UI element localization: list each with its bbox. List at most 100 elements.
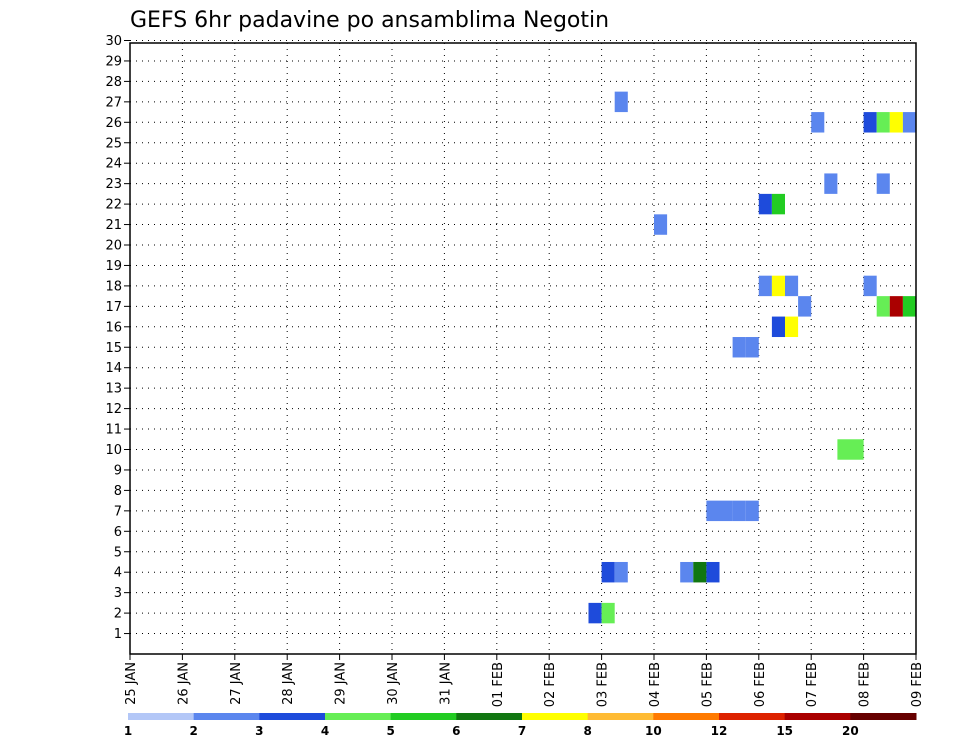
colorbar-segment [587, 713, 654, 720]
colorbar-segment [193, 713, 260, 720]
x-tick-label: 03 FEB [596, 662, 611, 707]
y-tick-label: 28 [105, 75, 122, 90]
colorbar-label: 15 [776, 724, 793, 738]
y-tick-label: 7 [114, 504, 122, 519]
y-tick-label: 20 [105, 239, 122, 254]
colorbar-label: 4 [321, 724, 329, 738]
y-tick-label: 27 [105, 95, 122, 110]
heatmap-cell [902, 296, 916, 317]
heatmap-cell [771, 316, 785, 338]
colorbar-label: 2 [189, 724, 197, 738]
colorbar-segment [390, 713, 457, 720]
y-tick-label: 17 [105, 300, 122, 315]
y-tick-label: 3 [114, 586, 122, 601]
heatmap-cell [745, 500, 759, 522]
x-axis: 25 JAN 26 JAN 27 JAN 28 JAN 29 JAN 30 JAN 31 J… [124, 654, 925, 707]
x-tick-label: 08 FEB [858, 662, 873, 707]
colorbar-label: 1 [124, 724, 132, 738]
heatmap-cell [732, 500, 746, 522]
y-tick-label: 26 [105, 116, 122, 131]
x-tick-label: 07 FEB [805, 662, 820, 707]
y-tick-label: 12 [105, 402, 122, 417]
colorbar-segment [719, 713, 786, 720]
heatmap-cell [758, 275, 772, 297]
x-tick-label: 05 FEB [700, 662, 715, 707]
heatmap-cell [614, 561, 628, 583]
heatmap-cell [654, 214, 668, 235]
x-tick-label: 28 JAN [281, 662, 296, 705]
x-tick-label: 29 JAN [334, 662, 349, 705]
x-tick-label: 31 JAN [438, 662, 453, 705]
heatmap-cell [719, 500, 733, 522]
y-axis: 1234567891011121314151617181920212223242… [105, 34, 130, 642]
colorbar-label: 8 [583, 724, 591, 738]
y-tick-label: 19 [105, 259, 122, 274]
colorbar-segment [784, 713, 851, 720]
x-tick-label: 01 FEB [491, 662, 506, 707]
colorbar: 1 2 3 4 5 6 7 8 10 12 15 20 [124, 713, 917, 738]
y-tick-label: 24 [105, 157, 122, 172]
chart-title: GEFS 6hr padavine po ansamblima Negotin [130, 8, 609, 33]
heatmap-cell [693, 561, 707, 583]
plot-border [129, 42, 917, 655]
x-tick-label: 27 JAN [229, 662, 244, 705]
y-tick-label: 2 [114, 607, 122, 622]
heatmap-cell [601, 602, 615, 624]
heatmap-cell [614, 91, 628, 113]
plot-frame [129, 42, 917, 655]
heatmap-cell [771, 275, 785, 297]
y-tick-label: 1 [114, 627, 122, 642]
heatmap-cell [706, 500, 720, 522]
colorbar-label: 7 [518, 724, 526, 738]
heatmap-cell [732, 337, 746, 358]
x-tick-label: 06 FEB [753, 662, 768, 707]
colorbar-segment [128, 713, 195, 720]
heatmap-cell [824, 173, 838, 194]
colorbar-label: 10 [645, 724, 662, 738]
heatmap-cell [680, 561, 694, 583]
y-tick-label: 30 [105, 34, 122, 49]
y-tick-label: 18 [105, 279, 122, 294]
y-tick-label: 10 [105, 443, 122, 458]
colorbar-label: 20 [842, 724, 859, 738]
heatmap-cells [588, 91, 916, 624]
colorbar-segment [522, 713, 589, 720]
colorbar-segment [653, 713, 720, 720]
y-tick-label: 14 [105, 361, 122, 376]
y-tick-label: 8 [114, 484, 122, 499]
colorbar-label: 3 [255, 724, 263, 738]
colorbar-label: 6 [452, 724, 460, 738]
heatmap-cell [811, 112, 825, 133]
heatmap-cell [601, 561, 615, 583]
y-tick-label: 15 [105, 341, 122, 356]
heatmap-cell [837, 439, 851, 460]
y-tick-label: 21 [105, 218, 122, 233]
heatmap-cell [785, 316, 799, 338]
y-tick-label: 5 [114, 545, 122, 560]
colorbar-segment [850, 713, 917, 720]
heatmap-cell [876, 112, 890, 133]
y-tick-label: 25 [105, 136, 122, 151]
y-tick-label: 6 [114, 525, 122, 540]
y-tick-label: 22 [105, 198, 122, 213]
heatmap-cell [745, 337, 759, 358]
x-tick-label: 26 JAN [176, 662, 191, 705]
heatmap-cell [758, 193, 772, 215]
x-tick-label: 04 FEB [648, 662, 663, 707]
y-tick-label: 23 [105, 177, 122, 192]
colorbar-segment [325, 713, 392, 720]
heatmap-cell [902, 112, 916, 133]
y-tick-label: 9 [114, 463, 122, 478]
colorbar-segment [456, 713, 523, 720]
heatmap-cell [863, 275, 877, 297]
colorbar-label: 12 [711, 724, 728, 738]
heatmap-cell [798, 296, 812, 317]
y-tick-label: 4 [114, 566, 122, 581]
x-tick-label: 30 JAN [386, 662, 401, 705]
heatmap-cell [771, 193, 785, 215]
colorbar-label: 5 [386, 724, 394, 738]
heatmap-cell [889, 296, 903, 317]
x-tick-label: 25 JAN [124, 662, 139, 705]
heatmap-cell [850, 439, 864, 460]
